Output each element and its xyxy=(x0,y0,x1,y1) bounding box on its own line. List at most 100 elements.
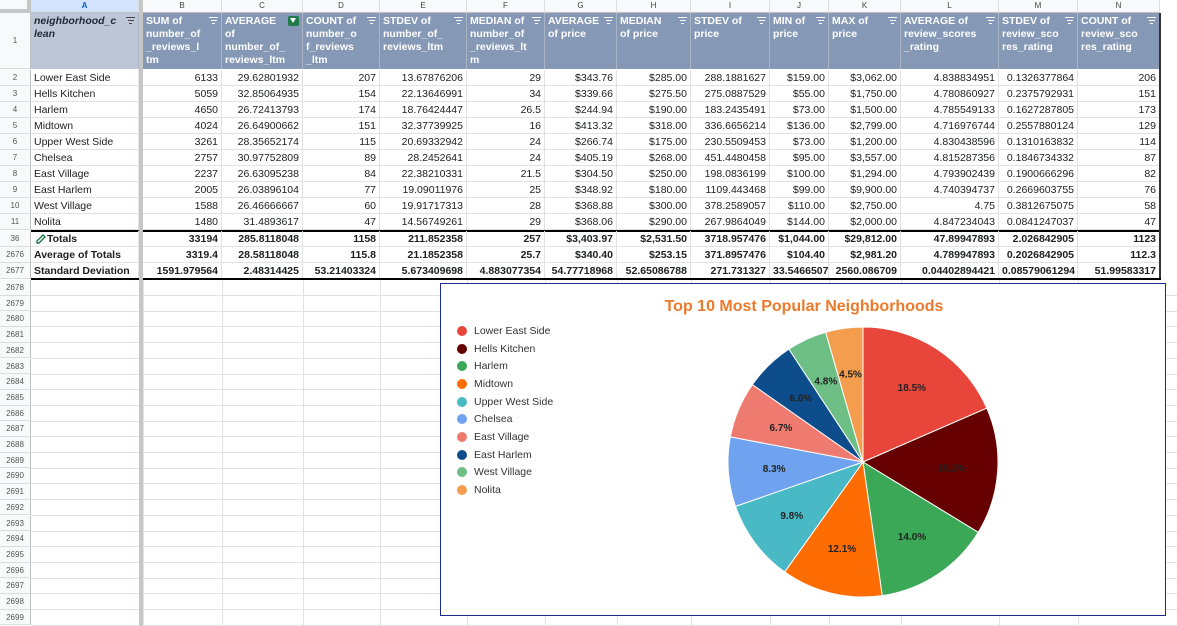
row-header-2686[interactable]: 2686 xyxy=(0,405,31,422)
value-cell[interactable]: 198.0836199 xyxy=(691,166,770,182)
row-header-2676[interactable]: 2676 xyxy=(0,247,31,263)
value-cell[interactable]: $266.74 xyxy=(545,134,617,150)
row-label-cell[interactable]: Harlem xyxy=(31,102,139,118)
value-cell[interactable]: 2560.086709 xyxy=(829,263,901,279)
pie-slice-upper-west-side[interactable] xyxy=(734,461,865,573)
value-cell[interactable]: 4024 xyxy=(143,118,222,134)
value-cell[interactable]: $73.00 xyxy=(770,102,829,118)
row-header-3[interactable]: 3 xyxy=(0,86,31,102)
value-cell[interactable]: 0.1627287805 xyxy=(999,102,1078,118)
legend-item[interactable]: Upper West Side xyxy=(457,393,553,411)
column-header-l[interactable]: L xyxy=(901,0,999,13)
row-label-cell[interactable]: Average of Totals xyxy=(31,247,139,263)
value-cell[interactable]: $190.00 xyxy=(617,102,691,118)
value-cell[interactable]: $368.06 xyxy=(545,214,617,230)
value-cell[interactable]: 28.35652174 xyxy=(222,134,303,150)
value-cell[interactable]: 2757 xyxy=(143,150,222,166)
value-cell[interactable]: 4.883077354 xyxy=(467,263,545,279)
value-cell[interactable]: $253.15 xyxy=(617,247,691,263)
row-header-2694[interactable]: 2694 xyxy=(0,531,31,547)
filter-active-icon[interactable] xyxy=(288,16,299,26)
value-cell[interactable]: $144.00 xyxy=(770,214,829,230)
value-cell[interactable]: 183.2435491 xyxy=(691,102,770,118)
header-cell-b[interactable]: SUM of number_of _reviews_l tm xyxy=(143,13,222,69)
value-cell[interactable]: 4.740394737 xyxy=(901,182,999,198)
value-cell[interactable]: 3319.4 xyxy=(143,247,222,263)
value-cell[interactable]: 25.7 xyxy=(467,247,545,263)
value-cell[interactable]: 5059 xyxy=(143,86,222,102)
value-cell[interactable]: 89 xyxy=(303,150,380,166)
header-cell-n[interactable]: COUNT of review_sco res_rating xyxy=(1078,13,1160,69)
row-header-2687[interactable]: 2687 xyxy=(0,421,31,437)
value-cell[interactable]: 20.69332942 xyxy=(380,134,467,150)
value-cell[interactable]: 1588 xyxy=(143,198,222,214)
value-cell[interactable]: 4.716976744 xyxy=(901,118,999,134)
value-cell[interactable]: 0.2669603755 xyxy=(999,182,1078,198)
filter-icon[interactable] xyxy=(454,17,463,24)
value-cell[interactable]: 28.58118048 xyxy=(222,247,303,263)
header-cell-h[interactable]: MEDIAN of price xyxy=(617,13,691,69)
row-header-2685[interactable]: 2685 xyxy=(0,389,31,406)
column-header-m[interactable]: M xyxy=(999,0,1078,13)
value-cell[interactable]: 206 xyxy=(1078,70,1160,86)
header-cell-d[interactable]: COUNT of number_o f_reviews _ltm xyxy=(303,13,380,69)
legend-item[interactable]: Hells Kitchen xyxy=(457,340,553,358)
value-cell[interactable]: 129 xyxy=(1078,118,1160,134)
legend-item[interactable]: Midtown xyxy=(457,375,553,393)
value-cell[interactable]: 2005 xyxy=(143,182,222,198)
filter-icon[interactable] xyxy=(1065,17,1074,24)
value-cell[interactable]: 25 xyxy=(467,182,545,198)
value-cell[interactable]: 230.5509453 xyxy=(691,134,770,150)
value-cell[interactable]: 77 xyxy=(303,182,380,198)
row-label-cell[interactable]: East Village xyxy=(31,166,139,182)
value-cell[interactable]: 5.673409698 xyxy=(380,263,467,279)
header-cell-k[interactable]: MAX of price xyxy=(829,13,901,69)
value-cell[interactable]: $318.00 xyxy=(617,118,691,134)
filter-icon[interactable] xyxy=(604,17,613,24)
value-cell[interactable]: 1591.979564 xyxy=(143,263,222,279)
value-cell[interactable]: 76 xyxy=(1078,182,1160,198)
row-header-2691[interactable]: 2691 xyxy=(0,484,31,500)
value-cell[interactable]: 47.89947893 xyxy=(901,231,999,247)
value-cell[interactable]: 371.8957476 xyxy=(691,247,770,263)
value-cell[interactable]: 0.1310163832 xyxy=(999,134,1078,150)
filter-icon[interactable] xyxy=(678,17,687,24)
value-cell[interactable]: 115 xyxy=(303,134,380,150)
row-header-4[interactable]: 4 xyxy=(0,102,31,118)
value-cell[interactable]: 0.1846734332 xyxy=(999,150,1078,166)
value-cell[interactable]: 31.4893617 xyxy=(222,214,303,230)
value-cell[interactable]: 52.65086788 xyxy=(617,263,691,279)
row-header-2679[interactable]: 2679 xyxy=(0,295,31,312)
value-cell[interactable]: 336.6656214 xyxy=(691,118,770,134)
value-cell[interactable]: 19.09011976 xyxy=(380,182,467,198)
value-cell[interactable]: 0.1900666296 xyxy=(999,166,1078,182)
header-cell-j[interactable]: MIN of price xyxy=(770,13,829,69)
value-cell[interactable]: 87 xyxy=(1078,150,1160,166)
header-cell-a[interactable]: neighborhood_c lean xyxy=(31,13,139,69)
column-header-k[interactable]: K xyxy=(829,0,901,13)
column-header-d[interactable]: D xyxy=(303,0,380,13)
row-header-2680[interactable]: 2680 xyxy=(0,311,31,328)
value-cell[interactable]: 174 xyxy=(303,102,380,118)
value-cell[interactable]: $136.00 xyxy=(770,118,829,134)
pie-slice-harlem[interactable] xyxy=(862,461,979,597)
value-cell[interactable]: 21.5 xyxy=(467,166,545,182)
value-cell[interactable]: $244.94 xyxy=(545,102,617,118)
value-cell[interactable]: 47 xyxy=(1078,214,1160,230)
value-cell[interactable]: 1123 xyxy=(1078,231,1160,247)
value-cell[interactable]: 4.75 xyxy=(901,198,999,214)
value-cell[interactable]: 33.5466507 xyxy=(770,263,829,279)
value-cell[interactable]: 4.780860927 xyxy=(901,86,999,102)
header-cell-i[interactable]: STDEV of price xyxy=(691,13,770,69)
value-cell[interactable]: 4.789947893 xyxy=(901,247,999,263)
row-header-2697[interactable]: 2697 xyxy=(0,578,31,594)
value-cell[interactable]: 285.8118048 xyxy=(222,231,303,247)
value-cell[interactable]: 24 xyxy=(467,134,545,150)
header-cell-g[interactable]: AVERAGE of price xyxy=(545,13,617,69)
value-cell[interactable]: 4.830438596 xyxy=(901,134,999,150)
value-cell[interactable]: 0.2375792931 xyxy=(999,86,1078,102)
row-label-cell[interactable]: Nolita xyxy=(31,214,139,230)
value-cell[interactable]: $104.40 xyxy=(770,247,829,263)
column-header-c[interactable]: C xyxy=(222,0,303,13)
value-cell[interactable]: $275.50 xyxy=(617,86,691,102)
